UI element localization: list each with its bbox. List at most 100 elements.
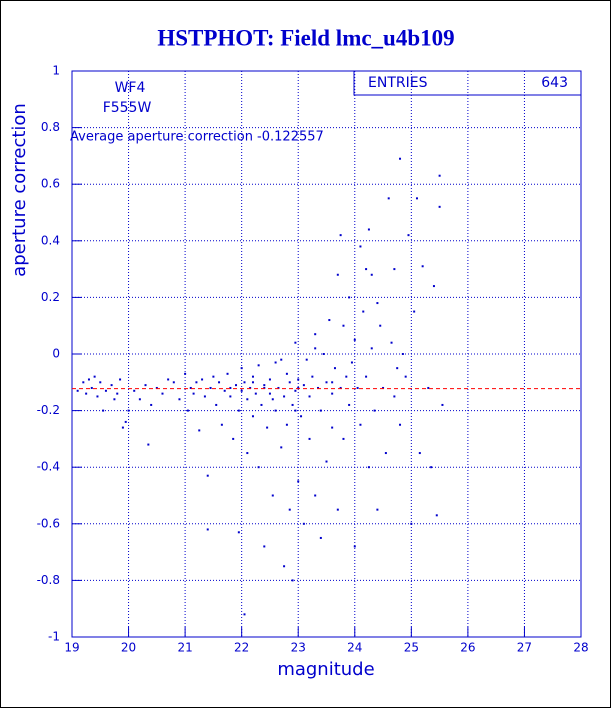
- point: [280, 446, 283, 449]
- point: [229, 395, 232, 398]
- point: [93, 375, 96, 378]
- point: [249, 386, 252, 389]
- point: [401, 353, 404, 355]
- point: [251, 415, 254, 418]
- point: [348, 403, 351, 406]
- point: [218, 381, 221, 384]
- point: [373, 409, 376, 412]
- x-tick-label: 24: [347, 641, 362, 655]
- x-tick-label: 21: [177, 641, 192, 655]
- y-tick-label: 0.2: [41, 290, 60, 304]
- point: [339, 386, 342, 389]
- point: [438, 174, 441, 177]
- point: [184, 372, 187, 375]
- point: [325, 460, 328, 463]
- point: [319, 409, 322, 412]
- point: [365, 268, 368, 271]
- point: [116, 392, 119, 395]
- point: [271, 398, 274, 401]
- point: [124, 420, 127, 423]
- y-tick-label: 0.6: [41, 177, 60, 191]
- point: [421, 265, 424, 268]
- point: [263, 384, 266, 387]
- x-tick-label: 27: [517, 641, 532, 655]
- point: [110, 384, 113, 387]
- point: [404, 375, 407, 378]
- stats-label: ENTRIES: [368, 75, 428, 91]
- point: [246, 398, 249, 401]
- y-tick-label: -0.2: [37, 403, 60, 417]
- point: [76, 389, 79, 392]
- point: [399, 423, 402, 426]
- point: [195, 381, 198, 384]
- point: [172, 381, 175, 384]
- point: [147, 443, 150, 446]
- x-tick-label: 23: [291, 641, 306, 655]
- point: [212, 375, 215, 378]
- point: [387, 197, 390, 200]
- x-tick-label: 22: [234, 641, 249, 655]
- point: [353, 545, 356, 548]
- point: [251, 375, 254, 378]
- point: [243, 381, 246, 384]
- x-axis-label: magnitude: [277, 659, 374, 680]
- point: [263, 545, 266, 548]
- point: [150, 403, 153, 406]
- point: [288, 508, 291, 511]
- point: [268, 378, 271, 381]
- point: [251, 381, 254, 384]
- point: [384, 452, 387, 455]
- point: [87, 378, 90, 381]
- point: [418, 452, 421, 455]
- point: [263, 386, 266, 389]
- point: [215, 403, 218, 406]
- point: [317, 386, 320, 389]
- point: [257, 466, 260, 469]
- point: [90, 386, 93, 389]
- point: [393, 395, 396, 398]
- y-tick-label: -0.4: [37, 460, 60, 474]
- point: [370, 273, 373, 276]
- point: [407, 234, 410, 237]
- point: [359, 423, 362, 426]
- point: [359, 245, 362, 248]
- label: F555W: [103, 100, 152, 116]
- point: [223, 389, 226, 392]
- point: [325, 381, 328, 384]
- point: [232, 437, 235, 440]
- point: [311, 375, 314, 378]
- chart-title: HSTPHOT: Field lmc_u4b109: [157, 25, 454, 50]
- point: [291, 579, 294, 582]
- point: [314, 333, 317, 336]
- point: [96, 395, 99, 398]
- point: [333, 367, 336, 370]
- point: [209, 386, 212, 389]
- point: [99, 381, 102, 384]
- stats-value: 643: [541, 75, 568, 91]
- point: [294, 389, 297, 392]
- point: [274, 361, 277, 364]
- point: [367, 228, 370, 231]
- point: [138, 398, 141, 401]
- point: [376, 302, 379, 305]
- x-tick-label: 19: [64, 641, 79, 655]
- point: [113, 398, 116, 401]
- point: [435, 514, 438, 517]
- point: [229, 386, 232, 389]
- point: [121, 426, 124, 429]
- point: [379, 324, 382, 327]
- point: [370, 347, 373, 350]
- point: [336, 508, 339, 511]
- point: [144, 384, 147, 387]
- point: [331, 392, 334, 395]
- point: [322, 353, 325, 355]
- point: [206, 528, 209, 531]
- point: [240, 367, 243, 370]
- point: [189, 386, 192, 389]
- point: [243, 613, 246, 616]
- point: [356, 386, 359, 389]
- point: [331, 426, 334, 429]
- point: [367, 466, 370, 469]
- point: [277, 386, 280, 389]
